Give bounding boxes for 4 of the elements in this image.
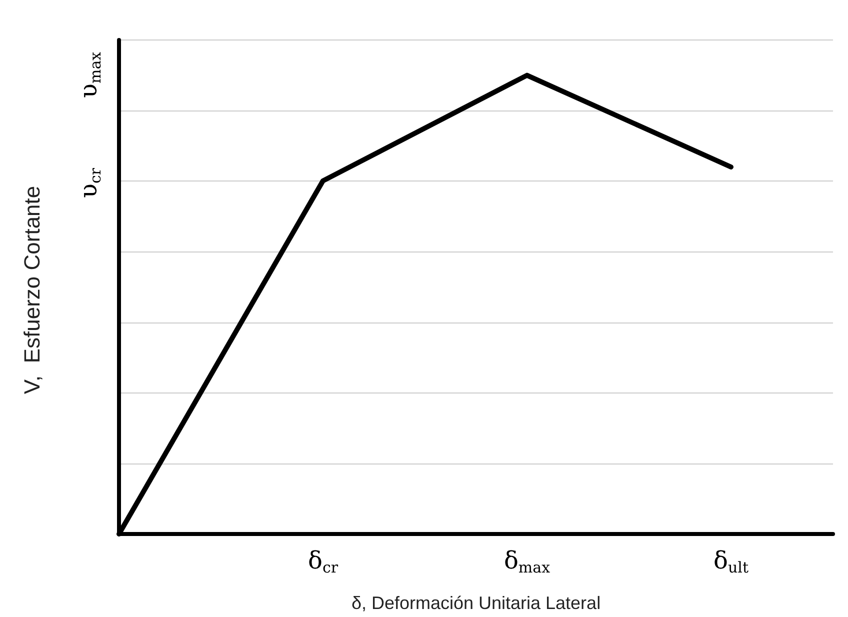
text: υmax — [74, 51, 104, 98]
text: υcr — [74, 167, 104, 198]
x-axis-title: δ, Deformación Unitaria Lateral — [351, 593, 601, 613]
y-axis-title: V, Esfuerzo Cortante — [20, 186, 44, 394]
